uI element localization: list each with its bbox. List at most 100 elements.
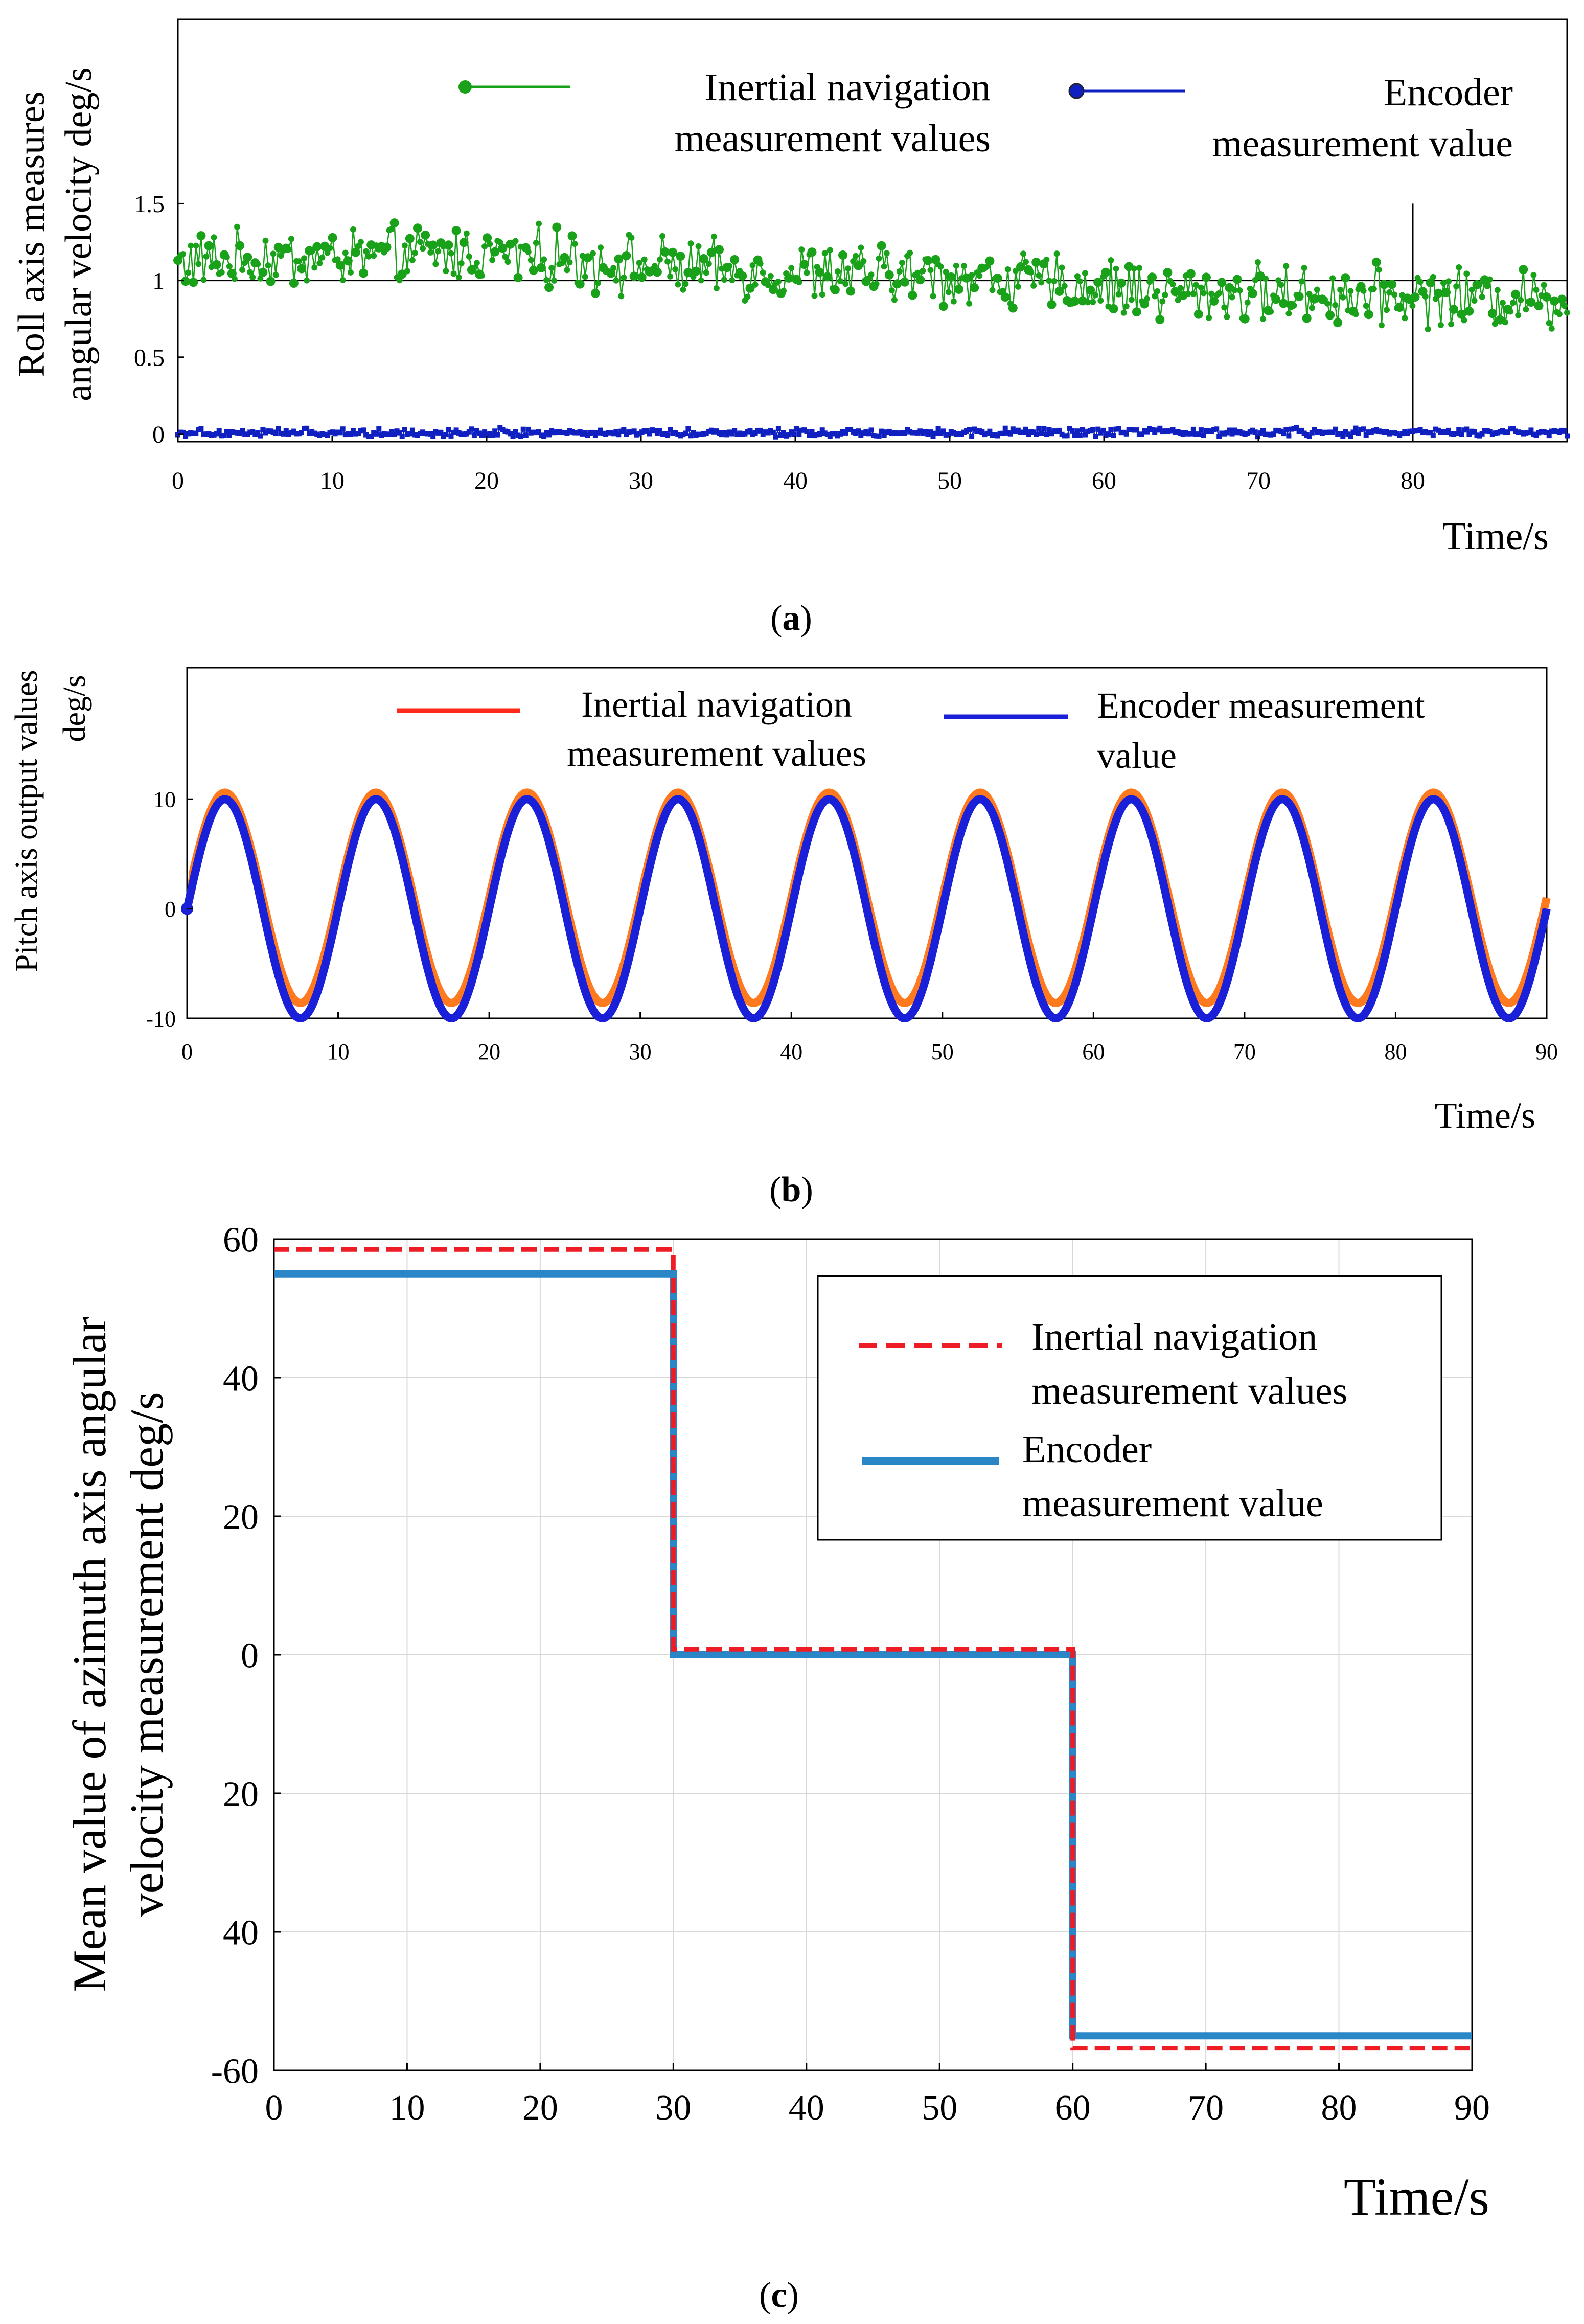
data-point-encoder bbox=[528, 798, 536, 805]
data-point-inertial bbox=[1333, 318, 1343, 328]
data-point-inertial bbox=[726, 263, 733, 269]
panel-b-x-tick-label: 10 bbox=[327, 1039, 350, 1064]
data-point-encoder bbox=[589, 1005, 596, 1013]
data-point-encoder bbox=[1321, 924, 1328, 932]
data-point-inertial bbox=[239, 267, 246, 273]
data-point-encoder bbox=[274, 970, 282, 977]
data-point-encoder bbox=[1294, 425, 1299, 430]
data-point-encoder bbox=[479, 432, 485, 438]
panel-a-x-tick-label: 80 bbox=[1401, 467, 1425, 494]
data-point-encoder bbox=[607, 1009, 614, 1016]
panel-b-y-tick-label: 0 bbox=[165, 897, 176, 922]
panel-a-x-tick-label: 10 bbox=[320, 467, 345, 494]
data-point-encoder bbox=[1181, 973, 1189, 981]
data-point-inertial bbox=[487, 241, 493, 247]
data-point-encoder bbox=[495, 432, 500, 438]
data-point-inertial bbox=[1059, 264, 1065, 271]
data-point-inertial bbox=[706, 247, 716, 257]
data-point-inertial bbox=[738, 271, 747, 281]
data-point-inertial bbox=[909, 993, 917, 1000]
data-point-encoder bbox=[1272, 799, 1280, 807]
data-point-encoder bbox=[637, 903, 645, 910]
data-point-encoder bbox=[1513, 428, 1519, 434]
data-point-inertial bbox=[976, 789, 983, 796]
data-point-encoder bbox=[1541, 429, 1547, 435]
data-point-encoder bbox=[407, 431, 412, 437]
panel-a-plot-area bbox=[177, 18, 1568, 443]
data-point-encoder bbox=[587, 430, 593, 436]
data-point-encoder bbox=[940, 428, 946, 434]
data-point-encoder bbox=[1200, 1013, 1207, 1021]
data-point-encoder bbox=[768, 428, 773, 433]
data-point-inertial bbox=[1302, 313, 1312, 323]
data-point-encoder bbox=[1487, 429, 1493, 434]
data-point-inertial bbox=[746, 998, 753, 1006]
data-point-encoder bbox=[304, 1009, 312, 1017]
data-point-encoder bbox=[1446, 427, 1451, 433]
data-point-encoder bbox=[232, 429, 237, 435]
data-point-encoder bbox=[824, 795, 832, 803]
data-point-encoder bbox=[497, 425, 503, 430]
data-point-encoder bbox=[1061, 1008, 1068, 1015]
data-point-encoder bbox=[1113, 426, 1119, 432]
data-point-encoder bbox=[884, 429, 889, 435]
data-point-encoder bbox=[683, 430, 688, 436]
data-point-encoder bbox=[1067, 995, 1074, 1002]
data-point-inertial bbox=[798, 246, 805, 253]
data-point-inertial bbox=[358, 239, 364, 245]
data-point-encoder bbox=[1187, 993, 1195, 1000]
data-point-encoder bbox=[727, 429, 732, 435]
data-point-encoder bbox=[1343, 429, 1348, 435]
data-point-inertial bbox=[1236, 287, 1243, 294]
data-point-inertial bbox=[667, 273, 674, 280]
data-point-encoder bbox=[1254, 848, 1261, 855]
data-point-inertial bbox=[950, 298, 957, 305]
data-point-encoder bbox=[1085, 928, 1092, 936]
data-point-inertial bbox=[846, 286, 856, 296]
data-point-encoder bbox=[255, 430, 261, 436]
data-point-inertial bbox=[1086, 285, 1095, 295]
data-point-encoder bbox=[982, 798, 990, 806]
panel-c-y-tick-label: 60 bbox=[223, 1221, 259, 1260]
data-point-encoder bbox=[879, 972, 887, 980]
data-point-inertial bbox=[877, 241, 886, 250]
data-point-encoder bbox=[830, 431, 835, 437]
data-point-inertial bbox=[598, 244, 604, 251]
data-point-encoder bbox=[286, 1005, 294, 1012]
data-point-inertial bbox=[1278, 789, 1286, 796]
data-point-inertial bbox=[342, 249, 349, 256]
data-point-inertial bbox=[1232, 275, 1242, 284]
data-point-inertial bbox=[730, 255, 740, 264]
data-point-inertial bbox=[451, 226, 461, 235]
data-point-inertial bbox=[675, 281, 681, 288]
data-point-encoder bbox=[843, 430, 848, 436]
data-point-inertial bbox=[185, 269, 192, 276]
data-point-inertial bbox=[498, 243, 508, 253]
data-point-encoder bbox=[1339, 993, 1346, 1000]
data-point-encoder bbox=[928, 429, 933, 435]
data-point-encoder bbox=[474, 956, 481, 964]
data-point-encoder bbox=[335, 429, 340, 435]
data-point-encoder bbox=[513, 429, 518, 435]
data-point-encoder bbox=[660, 431, 665, 437]
data-point-inertial bbox=[1046, 278, 1052, 284]
data-point-inertial bbox=[541, 256, 547, 263]
data-point-inertial bbox=[258, 267, 268, 277]
data-point-encoder bbox=[276, 426, 281, 431]
data-point-encoder bbox=[866, 431, 871, 437]
data-point-encoder bbox=[1369, 994, 1376, 1002]
data-point-encoder bbox=[1229, 431, 1235, 437]
data-point-inertial bbox=[324, 249, 331, 256]
data-point-encoder bbox=[322, 431, 328, 437]
data-point-encoder bbox=[1118, 430, 1124, 436]
data-point-inertial bbox=[304, 994, 312, 1001]
data-point-inertial bbox=[892, 279, 902, 289]
data-point-encoder bbox=[773, 434, 778, 440]
data-point-inertial bbox=[289, 279, 299, 288]
data-point-encoder bbox=[1046, 427, 1052, 432]
data-point-inertial bbox=[1128, 297, 1135, 303]
data-point-inertial bbox=[1262, 276, 1269, 282]
panel-b-x-label: Time/s bbox=[1435, 1095, 1535, 1136]
data-point-inertial bbox=[1201, 290, 1207, 297]
panel-b-x-tick-label: 20 bbox=[478, 1039, 500, 1064]
